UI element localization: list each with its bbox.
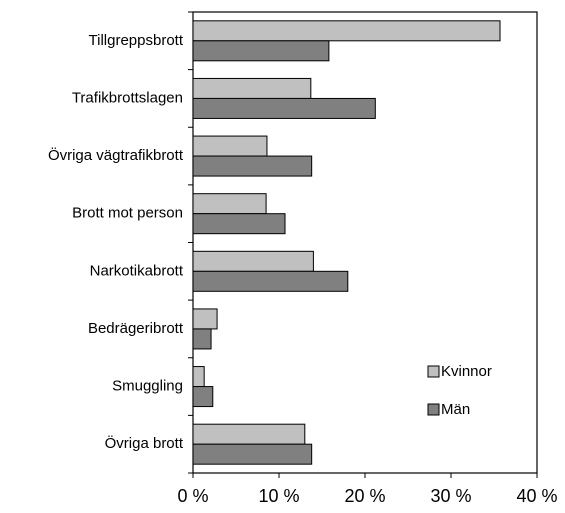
y-tick-label: Tillgreppsbrott — [89, 32, 184, 49]
bar — [192, 135, 268, 157]
x-tick-label: 30 % — [430, 486, 471, 506]
bar — [192, 270, 349, 292]
bar — [192, 250, 314, 272]
x-tick-label: 20 % — [344, 486, 385, 506]
x-tick-label: 0 % — [177, 486, 208, 506]
x-tick-label: 40 % — [516, 486, 557, 506]
bar — [192, 40, 330, 62]
legend-label: Män — [441, 401, 470, 418]
bar — [192, 308, 218, 330]
y-tick-label: Övriga brott — [105, 434, 184, 452]
bar — [192, 328, 212, 350]
bar — [192, 77, 312, 99]
legend-swatch — [427, 365, 440, 378]
y-tick-label: Bedrägeribrott — [88, 320, 184, 337]
y-tick-label: Smuggling — [112, 378, 183, 395]
y-tick-label: Narkotikabrott — [90, 262, 184, 279]
bar — [192, 155, 313, 177]
y-tick-label: Övriga vägtrafikbrott — [48, 146, 184, 164]
bar — [192, 213, 286, 235]
x-tick-label: 10 % — [258, 486, 299, 506]
bar — [192, 386, 214, 408]
bar — [192, 20, 501, 42]
legend-swatch — [427, 403, 440, 416]
y-tick-label: Trafikbrottslagen — [72, 89, 183, 106]
y-tick-label: Brott mot person — [72, 205, 183, 222]
bar — [192, 423, 306, 445]
bar — [192, 443, 313, 465]
bar — [192, 193, 267, 215]
legend-label: Kvinnor — [441, 363, 492, 380]
bar — [192, 366, 205, 388]
bar — [192, 97, 376, 119]
